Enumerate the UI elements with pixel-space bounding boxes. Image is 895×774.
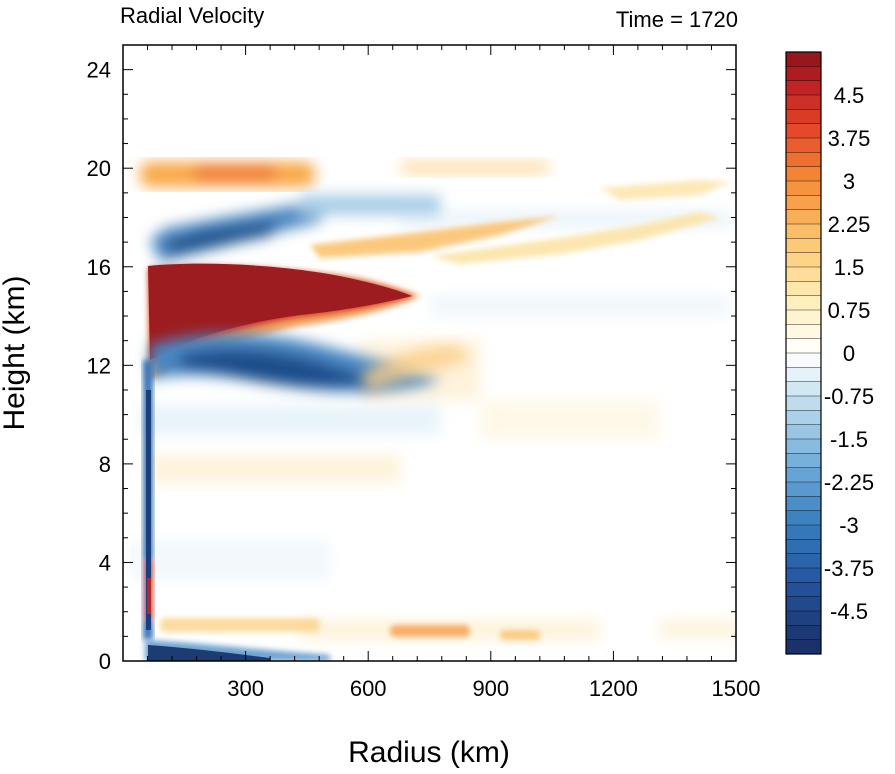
colorbar-segment (785, 381, 822, 397)
colorbar-tick-label: -2.25 (824, 470, 874, 495)
colorbar-tick-label: -1.5 (830, 427, 868, 452)
colorbar-tick-label: -0.75 (824, 384, 874, 409)
colorbar-segment (785, 553, 822, 569)
colorbar-segment (785, 295, 822, 311)
colorbar-segment (785, 324, 822, 340)
colorbar-segment (785, 610, 822, 626)
colorbar-segment (785, 338, 822, 354)
x-tick-label: 900 (472, 676, 509, 701)
x-tick-label: 600 (350, 676, 387, 701)
y-tick-label: 0 (99, 649, 111, 674)
chart-title-left: Radial Velocity (120, 3, 264, 28)
x-axis: 300 600 900 1200 1500 (147, 45, 761, 701)
colorbar-segment (785, 467, 822, 483)
colorbar-segment (785, 367, 822, 383)
inflow-strip (146, 390, 151, 630)
colorbar-segment (785, 166, 822, 182)
colorbar-tick-label: 0.75 (828, 298, 871, 323)
colorbar-segment (785, 582, 822, 598)
colorbar-segment (785, 309, 822, 325)
colorbar-tick-label: 0 (843, 341, 855, 366)
colorbar-segment (785, 539, 822, 555)
colorbar-segment (785, 352, 822, 368)
colorbar-segment (785, 109, 822, 125)
y-tick-label: 8 (99, 452, 111, 477)
y-axis-label: Height (km) (0, 275, 31, 430)
colorbar-segment (785, 180, 822, 196)
colorbar-segment (785, 424, 822, 440)
colorbar-segment (785, 223, 822, 239)
y-tick-label: 20 (87, 156, 111, 181)
chart-title-right: Time = 1720 (616, 7, 738, 32)
colorbar-tick-label: -4.5 (830, 599, 868, 624)
y-tick-label: 12 (87, 353, 111, 378)
colorbar-segment (785, 567, 822, 583)
colorbar-segment (785, 195, 822, 211)
colorbar: 4.5 3.75 3 2.25 1.5 0.75 0 -0.75 -1.5 -2.25 -3 -3.7… (785, 51, 874, 655)
colorbar-tick-label: -3.75 (824, 556, 874, 581)
y-axis: 0 4 8 12 16 20 24 (87, 44, 736, 674)
colorbar-segment (785, 51, 822, 67)
colorbar-segment (785, 238, 822, 254)
colorbar-segment (785, 123, 822, 139)
colorbar-segment (785, 625, 822, 641)
colorbar-segment (785, 496, 822, 512)
x-tick-label: 1200 (589, 676, 638, 701)
colorbar-segment (785, 639, 822, 655)
colorbar-tick-label: -3 (839, 513, 859, 538)
colorbar-segment (785, 281, 822, 297)
x-tick-label: 1500 (712, 676, 761, 701)
heatmap-field (130, 160, 736, 661)
colorbar-segment (785, 80, 822, 96)
x-axis-label: Radius (km) (348, 736, 510, 769)
colorbar-segment (785, 66, 822, 82)
colorbar-segment (785, 481, 822, 497)
colorbar-segment (785, 524, 822, 540)
colorbar-segment (785, 209, 822, 225)
colorbar-segment (785, 596, 822, 612)
colorbar-tick-label: 1.5 (834, 255, 865, 280)
colorbar-segment (785, 252, 822, 268)
colorbar-tick-label: 3 (843, 169, 855, 194)
colorbar-tick-label: 3.75 (828, 126, 871, 151)
colorbar-tick-label: 2.25 (828, 212, 871, 237)
colorbar-segment (785, 152, 822, 168)
surface-inflow (148, 645, 270, 661)
colorbar-tick-label: 4.5 (834, 83, 865, 108)
colorbar-segment (785, 510, 822, 526)
colorbar-segment (785, 94, 822, 110)
colorbar-segment (785, 137, 822, 153)
outflow-core (148, 263, 412, 360)
y-tick-label: 16 (87, 255, 111, 280)
colorbar-segment (785, 438, 822, 454)
y-tick-label: 4 (99, 550, 111, 575)
colorbar-segment (785, 410, 822, 426)
colorbar-segment (785, 266, 822, 282)
colorbar-segment (785, 453, 822, 469)
x-tick-label: 300 (227, 676, 264, 701)
colorbar-segment (785, 395, 822, 411)
y-tick-label: 24 (87, 58, 111, 83)
